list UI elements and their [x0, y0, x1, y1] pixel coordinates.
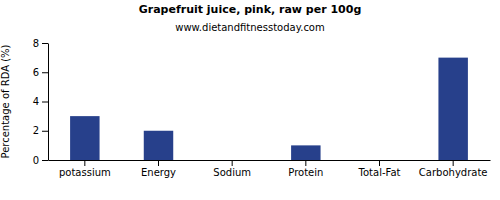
- bar: [291, 145, 320, 160]
- y-tick-mark: [42, 43, 48, 44]
- x-tick: Sodium: [213, 160, 251, 178]
- x-tick: potassium: [59, 160, 111, 178]
- chart: Grapefruit juice, pink, raw per 100g www.…: [0, 0, 500, 200]
- x-tick-label: Sodium: [213, 167, 251, 178]
- x-tick: Energy: [141, 160, 176, 178]
- x-axis-line: [49, 160, 491, 161]
- x-tick-mark: [232, 160, 233, 166]
- y-tick: 8: [33, 38, 48, 49]
- y-tick-label: 2: [33, 125, 39, 136]
- x-tick-mark: [379, 160, 380, 166]
- subtitle: www.dietandfitnesstoday.com: [175, 22, 324, 33]
- y-tick: 6: [33, 67, 48, 78]
- y-tick-label: 6: [33, 67, 39, 78]
- x-tick-mark: [453, 160, 454, 166]
- background: [0, 0, 500, 200]
- x-tick: Protein: [288, 160, 323, 178]
- bar: [365, 160, 394, 161]
- y-axis-title: Percentage of RDA (%): [0, 44, 11, 158]
- x-tick-label: Energy: [141, 167, 176, 178]
- y-axis-line: [48, 44, 49, 161]
- bar: [70, 116, 99, 160]
- x-tick: Total-Fat: [358, 160, 401, 178]
- bar: [438, 58, 467, 160]
- y-tick-mark: [42, 160, 48, 161]
- x-tick: Carbohydrate: [419, 160, 488, 178]
- x-tick-label: Carbohydrate: [419, 167, 488, 178]
- y-tick-label: 4: [33, 96, 39, 107]
- y-tick: 4: [33, 96, 48, 107]
- y-tick-label: 8: [33, 38, 39, 49]
- y-tick: 2: [33, 125, 48, 136]
- x-tick-mark: [305, 160, 306, 166]
- title: Grapefruit juice, pink, raw per 100g: [139, 3, 362, 16]
- y-tick-label: 0: [33, 155, 39, 166]
- x-axis: potassium Energy Sodium Protein Total-Fat Car…: [49, 160, 491, 178]
- x-tick-label: Protein: [288, 167, 323, 178]
- plot: 0 2 4 6 8 potassium Energy Sodium Protein Total-F…: [33, 38, 491, 178]
- x-tick-mark: [84, 160, 85, 166]
- x-tick-label: Total-Fat: [358, 167, 401, 178]
- x-tick-label: potassium: [59, 167, 111, 178]
- bars: [70, 58, 468, 160]
- bar: [217, 160, 246, 161]
- y-axis: 0 2 4 6 8: [33, 38, 49, 166]
- y-tick-mark: [42, 102, 48, 103]
- bar: [144, 131, 173, 160]
- x-tick-mark: [158, 160, 159, 166]
- y-tick: 0: [33, 155, 48, 166]
- y-tick-mark: [42, 72, 48, 73]
- y-tick-mark: [42, 131, 48, 132]
